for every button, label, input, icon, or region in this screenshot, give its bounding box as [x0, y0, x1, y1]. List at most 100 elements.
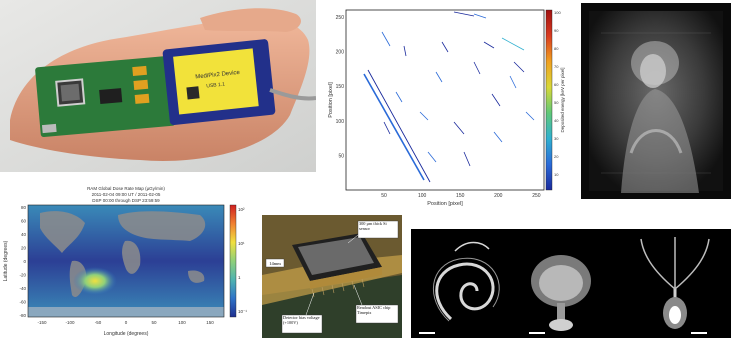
specimen-xray-panel: [411, 229, 731, 338]
callout-bias: Detector bias voltage (+100V): [281, 292, 323, 334]
particle-track: [383, 121, 391, 135]
particle-track: [427, 151, 437, 163]
map-colorbar-tick-label: 10⁻¹: [238, 309, 247, 314]
specimen-coiled: [433, 241, 500, 322]
colorbar-tick-label: 10: [554, 172, 559, 177]
x-tick-labels: 50 100 150 200 250: [381, 193, 540, 199]
y-tick-labels: 50 100 150 200 250: [336, 15, 345, 159]
map-x-tick-label: -100: [65, 320, 75, 325]
sensor-assembly-image: 300 µm thick Si sensor 14mm Readout ASIC…: [262, 215, 402, 338]
map-x-axis-label: Longitude (degrees): [104, 331, 149, 337]
colorbar: 10² 10¹ 1 10⁻¹: [229, 204, 247, 318]
y-tick-label: 100: [336, 119, 345, 125]
map-y-ticks: 80 60 40 20 0 -20 -40 -60 -80: [19, 205, 26, 318]
map-x-tick-label: 150: [206, 320, 214, 325]
y-tick-label: 150: [336, 84, 345, 90]
colorbar-label: Deposited energy [keV per pixel]: [560, 67, 565, 132]
specimen-flower: [640, 237, 710, 329]
colorbar-tick-label: 100: [554, 10, 561, 15]
map-title-line2: 2011-02-04 09:00 UT / 2011-02-05: [92, 192, 161, 197]
particle-track: [381, 31, 391, 47]
map-y-tick-label: 0: [23, 259, 26, 264]
map-x-tick-label: 50: [151, 320, 157, 325]
particle-track: [509, 75, 517, 89]
particle-track: [435, 71, 443, 83]
usb-cable: [269, 88, 316, 101]
map-y-tick-label: -20: [19, 273, 26, 278]
circuit-board: [35, 56, 176, 138]
bias-label: Detector bias voltage (+100V): [283, 315, 320, 325]
chip-label: Readout ASIC chip Timepix: [357, 305, 391, 315]
face: [640, 54, 666, 88]
colorbar-tick-label: 20: [554, 154, 559, 159]
map-y-tick-label: 80: [21, 205, 27, 210]
x-tick-label: 50: [381, 193, 387, 199]
particle-track: [419, 111, 429, 121]
robe: [621, 89, 699, 193]
track-image-panel: 100 90 80 70 60 50 40 30 20 10 50 100 150 200 250 50 1…: [324, 2, 570, 208]
colorbar-tick-label: 70: [554, 64, 559, 69]
y-tick-label: 200: [336, 50, 345, 56]
sensor-label: 300 µm thick Si sensor: [359, 221, 387, 231]
device-label-line1: MediPix2 Device: [195, 70, 241, 81]
particle-track: [367, 69, 431, 183]
x-tick-label: 150: [456, 193, 465, 199]
scale-bar-3: [691, 332, 707, 334]
dose-map-plot: RAM Global Dose Rate Map (µGy/min) 2011-…: [0, 183, 253, 338]
particle-track: [395, 91, 403, 103]
specimen-bell: [531, 255, 591, 331]
colorbar: 100 90 80 70 60 50 40 30 20 10: [545, 9, 561, 191]
painting-xray-image: [581, 3, 731, 199]
map-y-tick-label: -40: [19, 286, 26, 291]
map-colorbar-tick-label: 1: [238, 275, 241, 280]
map-x-tick-label: 100: [178, 320, 186, 325]
dose-hotspot: [73, 267, 117, 295]
device-label-plate: [173, 48, 259, 115]
map-y-tick-label: -60: [19, 300, 26, 305]
map-x-tick-label: 0: [125, 320, 128, 325]
particle-track: [525, 111, 535, 121]
callout-14mm: 14mm: [265, 258, 285, 268]
colorbar-tick-label: 50: [554, 100, 559, 105]
y-axis-label: Position [pixel]: [328, 82, 334, 118]
callout-sensor: 300 µm thick Si sensor: [347, 220, 399, 244]
map-y-tick-label: 20: [21, 246, 27, 251]
particle-track: [473, 13, 487, 19]
x-axis-label: Position [pixel]: [427, 201, 463, 207]
callout-chip: Readout ASIC chip Timepix: [353, 284, 399, 324]
particle-track: [473, 61, 481, 75]
particle-track: [483, 41, 495, 49]
map-y-tick-label: 60: [21, 219, 27, 224]
handheld-device-image: MediPix2 Device USB 1.1: [0, 0, 316, 172]
colorbar-tick-label: 40: [554, 118, 559, 123]
particle-track: [501, 37, 525, 51]
particle-track: [493, 131, 503, 143]
handheld-device-photo: MediPix2 Device USB 1.1: [0, 0, 316, 172]
particle-track: [363, 73, 425, 181]
specimen-xray-image: [411, 229, 731, 338]
map-y-tick-label: 40: [21, 232, 27, 237]
colorbar-tick-label: 90: [554, 28, 559, 33]
y-tick-label: 50: [338, 153, 344, 159]
x-tick-label: 200: [494, 193, 503, 199]
particle-track: [403, 45, 407, 57]
map-y-tick-label: -80: [19, 313, 26, 318]
particle-track: [453, 11, 475, 17]
scale-bar-1: [419, 332, 435, 334]
map-colorbar-tick-label: 10²: [238, 207, 245, 212]
particle-track: [453, 121, 465, 135]
particle-track: [441, 41, 449, 53]
map-colorbar-tick-label: 10¹: [238, 241, 245, 246]
map-title-line1: RAM Global Dose Rate Map (µGy/min): [87, 186, 165, 191]
map-x-tick-label: -50: [95, 320, 102, 325]
plot-area: [345, 9, 545, 191]
thumb: [200, 8, 301, 33]
scale-bar-2: [529, 332, 545, 334]
colorbar-tick-label: 80: [554, 46, 559, 51]
device-label-line2: USB 1.1: [206, 81, 225, 89]
y-tick-label: 250: [336, 15, 345, 21]
colorbar-tick-label: 30: [554, 136, 559, 141]
tracks-layer: [363, 11, 535, 183]
colorbar-tick-label: 60: [554, 82, 559, 87]
particle-track: [463, 151, 471, 167]
